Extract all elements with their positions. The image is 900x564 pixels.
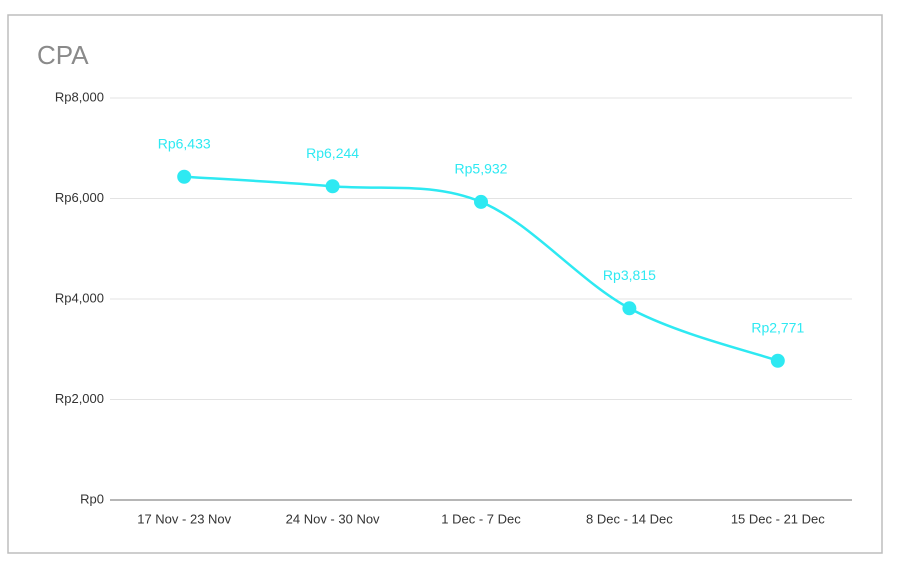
x-tick-label: 17 Nov - 23 Nov	[137, 511, 231, 526]
x-tick-label: 8 Dec - 14 Dec	[586, 511, 673, 526]
x-tick-label: 15 Dec - 21 Dec	[731, 511, 825, 526]
x-tick-label: 24 Nov - 30 Nov	[286, 511, 380, 526]
point	[474, 194, 488, 209]
card	[7, 14, 883, 554]
y-tick-label: Rp0	[80, 491, 104, 506]
data-label: Rp6,244	[306, 145, 359, 161]
data-label: Rp2,771	[751, 319, 804, 335]
data-label: Rp6,433	[158, 135, 211, 151]
y-tick-label: Rp2,000	[55, 391, 104, 406]
chart-title: CPA	[37, 40, 89, 70]
point	[177, 169, 192, 184]
y-tick-label: Rp8,000	[55, 89, 104, 104]
y-tick-label: Rp4,000	[55, 290, 104, 305]
point	[325, 179, 340, 194]
data-label: Rp5,932	[455, 161, 508, 177]
point	[622, 301, 637, 316]
y-tick-label: Rp6,000	[55, 190, 104, 205]
x-tick-label: 1 Dec - 7 Dec	[441, 511, 521, 526]
point	[770, 353, 785, 368]
data-label: Rp3,815	[603, 267, 656, 283]
